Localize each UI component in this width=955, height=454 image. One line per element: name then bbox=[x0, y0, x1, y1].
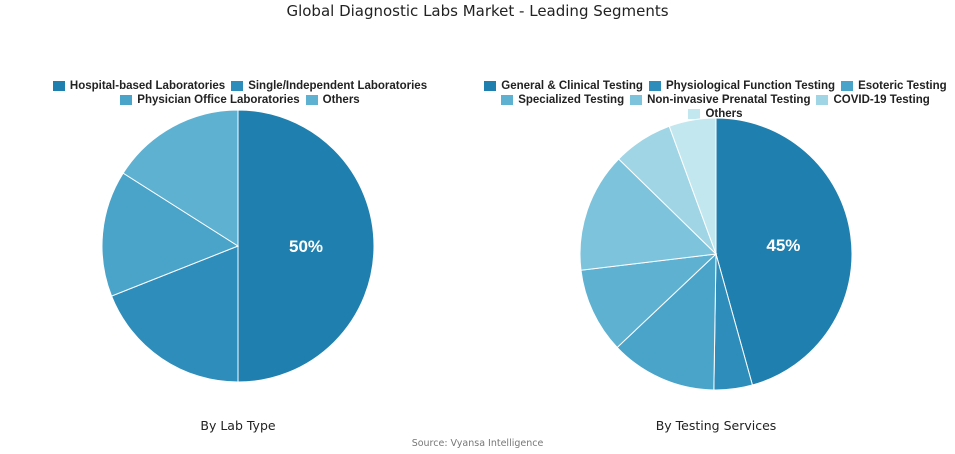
legend-item-others: Others bbox=[688, 108, 743, 120]
legend-item-physiological-function-testing: Physiological Function Testing bbox=[648, 80, 836, 92]
pie-slice-specialized-testing bbox=[580, 253, 718, 349]
legend-label: Others bbox=[322, 94, 360, 106]
legend-swatch bbox=[816, 95, 829, 105]
legend-swatch bbox=[120, 95, 133, 105]
legend-label: Non-invasive Prenatal Testing bbox=[647, 94, 811, 106]
pie-slice-hospital-based-laboratories bbox=[237, 109, 375, 383]
legend-label: General & Clinical Testing bbox=[501, 80, 643, 92]
source-note: Source: Vyansa Intelligence bbox=[411, 438, 544, 449]
pie-slice-physician-office-laboratories bbox=[101, 172, 240, 297]
legend-swatch bbox=[231, 81, 244, 91]
legend-item-covid-19-testing: COVID-19 Testing bbox=[816, 94, 930, 106]
pie-data-label: 50% bbox=[289, 237, 323, 256]
panel-label-testing-services: By Testing Services bbox=[655, 418, 777, 433]
legend-testing-services: General & Clinical Testing Physiological … bbox=[478, 80, 953, 120]
pie-data-label: 45% bbox=[766, 236, 800, 255]
legend-label: Hospital-based Laboratories bbox=[69, 80, 226, 92]
chart-title: Global Diagnostic Labs Market - Leading … bbox=[286, 2, 669, 20]
legend-label: COVID-19 Testing bbox=[833, 94, 930, 106]
pie-slice-general-clinical-testing bbox=[715, 117, 853, 386]
pie-chart-testing-services: 45% bbox=[579, 117, 853, 391]
legend-swatch bbox=[305, 95, 318, 105]
pie-chart-lab-type: 50% bbox=[101, 109, 375, 383]
legend-item-single-independent-laboratories: Single/Independent Laboratories bbox=[231, 80, 427, 92]
legend-label: Physician Office Laboratories bbox=[137, 94, 300, 106]
pie-slice-esoteric-testing bbox=[616, 252, 717, 391]
legend-swatch bbox=[484, 81, 497, 91]
legend-item-physician-office-laboratories: Physician Office Laboratories bbox=[120, 94, 300, 106]
pie-slice-others bbox=[122, 109, 239, 247]
legend-item-esoteric-testing: Esoteric Testing bbox=[841, 80, 947, 92]
legend-swatch bbox=[52, 81, 65, 91]
legend-swatch bbox=[648, 81, 661, 91]
legend-lab-type: Hospital-based Laboratories Single/Indepe… bbox=[40, 80, 440, 106]
legend-item-others: Others bbox=[305, 94, 360, 106]
pie-slice-non-invasive-prenatal-testing bbox=[579, 158, 718, 271]
legend-item-general-clinical-testing: General & Clinical Testing bbox=[484, 80, 643, 92]
legend-item-non-invasive-prenatal-testing: Non-invasive Prenatal Testing bbox=[630, 94, 810, 106]
legend-swatch bbox=[841, 81, 854, 91]
legend-swatch bbox=[501, 95, 514, 105]
legend-item-specialized-testing: Specialized Testing bbox=[501, 94, 624, 106]
legend-label: Others bbox=[705, 108, 743, 120]
panel-label-lab-type: By Lab Type bbox=[200, 418, 276, 433]
legend-label: Single/Independent Laboratories bbox=[248, 80, 428, 92]
pie-slice-single-independent-laboratories bbox=[110, 245, 239, 383]
legend-swatch bbox=[630, 95, 643, 105]
legend-label: Physiological Function Testing bbox=[665, 80, 836, 92]
pie-slice-others bbox=[668, 117, 717, 255]
legend-label: Specialized Testing bbox=[518, 94, 625, 106]
legend-label: Esoteric Testing bbox=[858, 80, 947, 92]
legend-item-hospital-based-laboratories: Hospital-based Laboratories bbox=[52, 80, 226, 92]
legend-swatch bbox=[688, 109, 701, 119]
